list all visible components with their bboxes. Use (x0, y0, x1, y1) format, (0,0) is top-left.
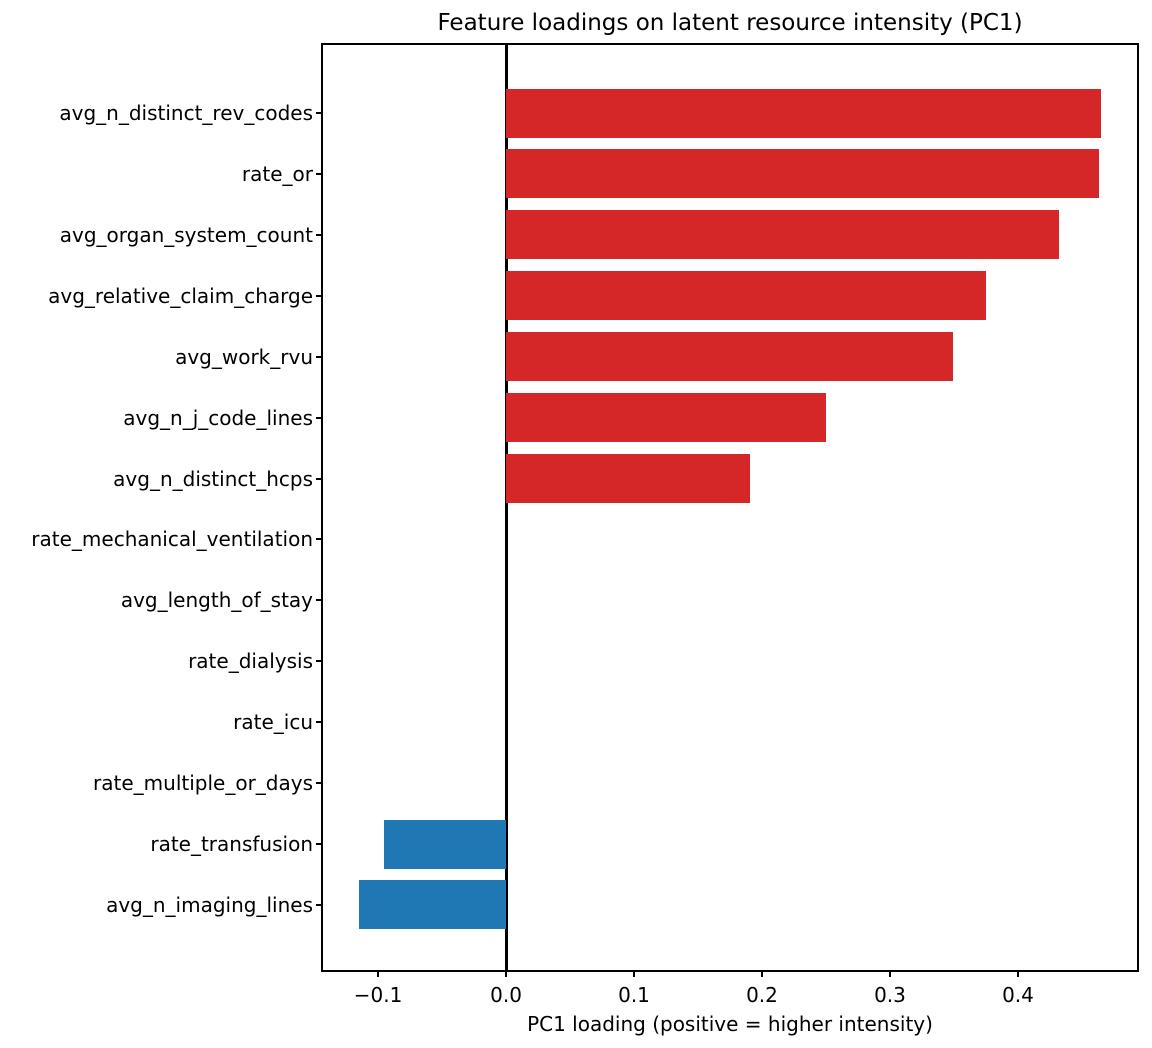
y-tick-mark (316, 172, 323, 175)
y-tick-label: rate_or (241, 161, 313, 186)
bar-rate_transfusion (384, 819, 506, 869)
x-tick-label: −0.1 (353, 983, 403, 1007)
y-tick-label: avg_length_of_stay (120, 588, 313, 613)
y-tick-label: avg_organ_system_count (59, 222, 313, 247)
y-tick-mark (316, 538, 323, 541)
y-tick-mark (316, 721, 323, 724)
y-tick-mark (316, 599, 323, 602)
y-tick-mark (316, 233, 323, 236)
bar-avg_n_distinct_rev_codes (506, 88, 1102, 138)
x-tick-mark (505, 970, 508, 977)
x-tick-mark (377, 970, 380, 977)
y-tick-label: rate_transfusion (150, 832, 313, 857)
x-axis-label: PC1 loading (positive = higher intensity… (527, 1012, 933, 1036)
x-tick-label: 0.4 (1002, 983, 1034, 1007)
x-tick-mark (888, 970, 891, 977)
y-tick-mark (316, 112, 323, 114)
x-tick-label: 0.2 (746, 983, 778, 1007)
y-tick-label: avg_work_rvu (175, 344, 313, 369)
y-tick-label: avg_n_distinct_hcps (113, 466, 313, 491)
bar-avg_n_j_code_lines (506, 393, 826, 443)
y-tick-label: avg_relative_claim_charge (48, 283, 313, 308)
chart-title: Feature loadings on latent resource inte… (437, 10, 1023, 36)
y-tick-mark (316, 660, 323, 663)
y-tick-label: avg_n_j_code_lines (123, 405, 313, 430)
y-tick-mark (316, 355, 323, 358)
bar-avg_n_distinct_hcps (506, 454, 751, 504)
bar-avg_organ_system_count (506, 210, 1059, 260)
y-tick-mark (316, 294, 323, 297)
x-tick-mark (760, 970, 763, 977)
y-tick-mark (316, 782, 323, 785)
y-tick-mark (316, 843, 323, 846)
y-tick-label: rate_icu (233, 710, 313, 735)
bar-avg_relative_claim_charge (506, 271, 986, 321)
zero-axis-line (504, 45, 508, 970)
y-tick-mark (316, 416, 323, 419)
x-tick-label: 0.1 (618, 983, 650, 1007)
bar-rate_or (506, 149, 1099, 199)
y-tick-label: rate_mechanical_ventilation (31, 527, 313, 552)
y-tick-label: rate_dialysis (188, 649, 313, 674)
y-tick-label: avg_n_distinct_rev_codes (59, 101, 313, 125)
y-tick-label: rate_multiple_or_days (93, 771, 313, 796)
x-tick-label: 0.3 (874, 983, 906, 1007)
x-tick-label: 0.0 (490, 983, 522, 1007)
bar-avg_n_imaging_lines (358, 880, 506, 930)
y-tick-mark (316, 477, 323, 480)
x-tick-mark (633, 970, 635, 977)
bar-avg_work_rvu (506, 332, 953, 382)
x-tick-mark (1016, 970, 1019, 977)
y-tick-label: avg_n_imaging_lines (106, 892, 313, 917)
plot-area-frame (321, 43, 1139, 972)
y-tick-mark (316, 903, 323, 906)
